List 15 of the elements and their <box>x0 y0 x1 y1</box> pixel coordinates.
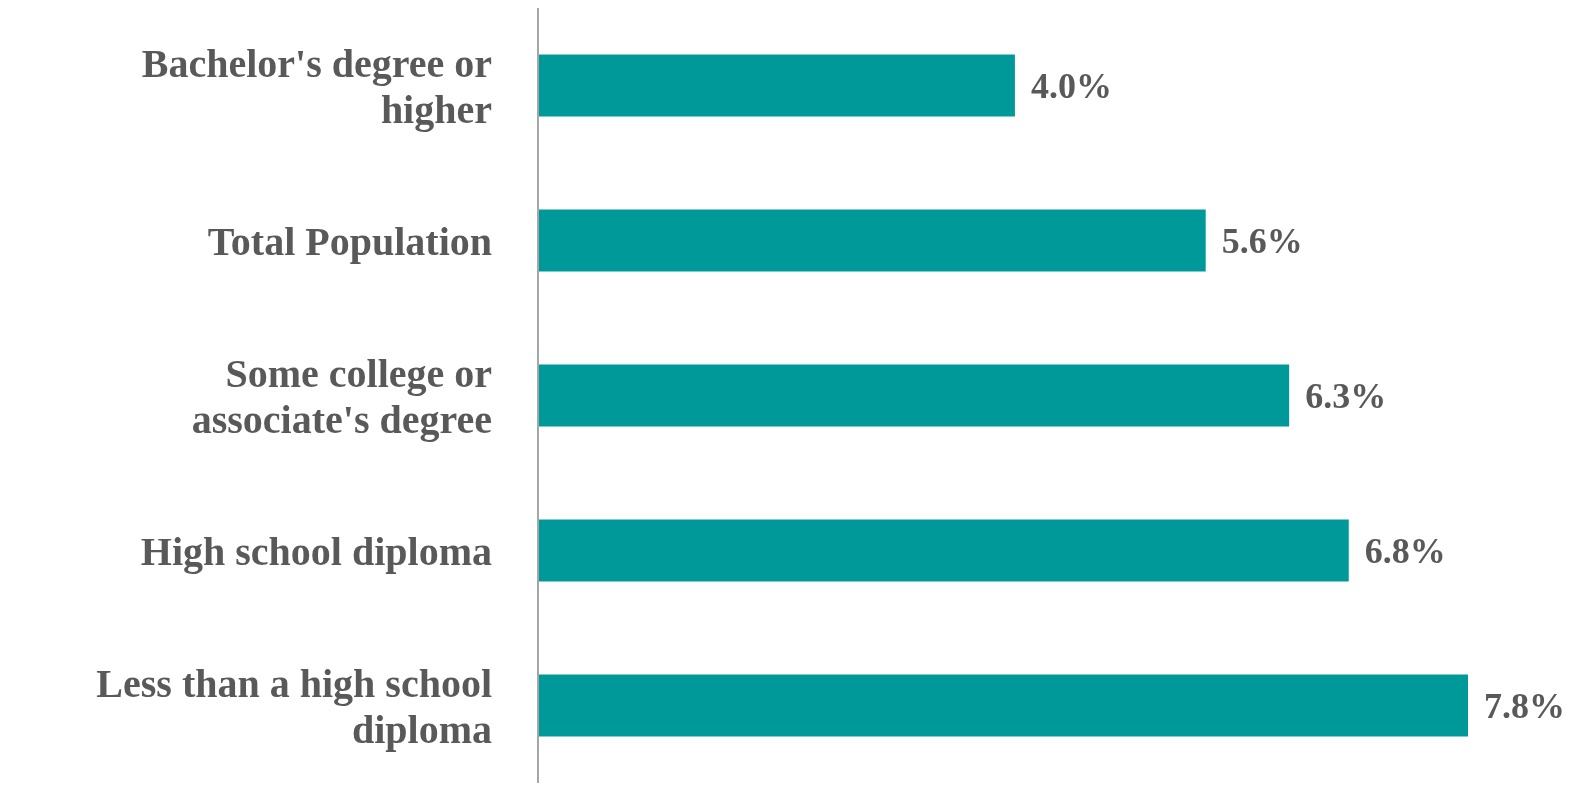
data-label: 7.8% <box>1484 686 1565 727</box>
bar <box>538 674 1468 737</box>
data-label: 6.8% <box>1364 531 1446 572</box>
y-tick-label: Bachelor's degree or higher <box>141 40 492 131</box>
y-tick-label: Total Population <box>207 218 492 263</box>
bar <box>538 209 1206 272</box>
bar <box>538 364 1290 427</box>
y-tick-label: High school diploma <box>140 528 492 573</box>
data-label: 6.3% <box>1305 376 1387 417</box>
y-tick-label: Some college or associate's degree <box>191 350 492 441</box>
data-label: 5.6% <box>1221 221 1303 262</box>
bar <box>538 519 1349 582</box>
y-tick-label: Less than a high school diploma <box>96 660 492 751</box>
bar <box>538 54 1015 117</box>
data-label: 4.0% <box>1030 66 1112 107</box>
